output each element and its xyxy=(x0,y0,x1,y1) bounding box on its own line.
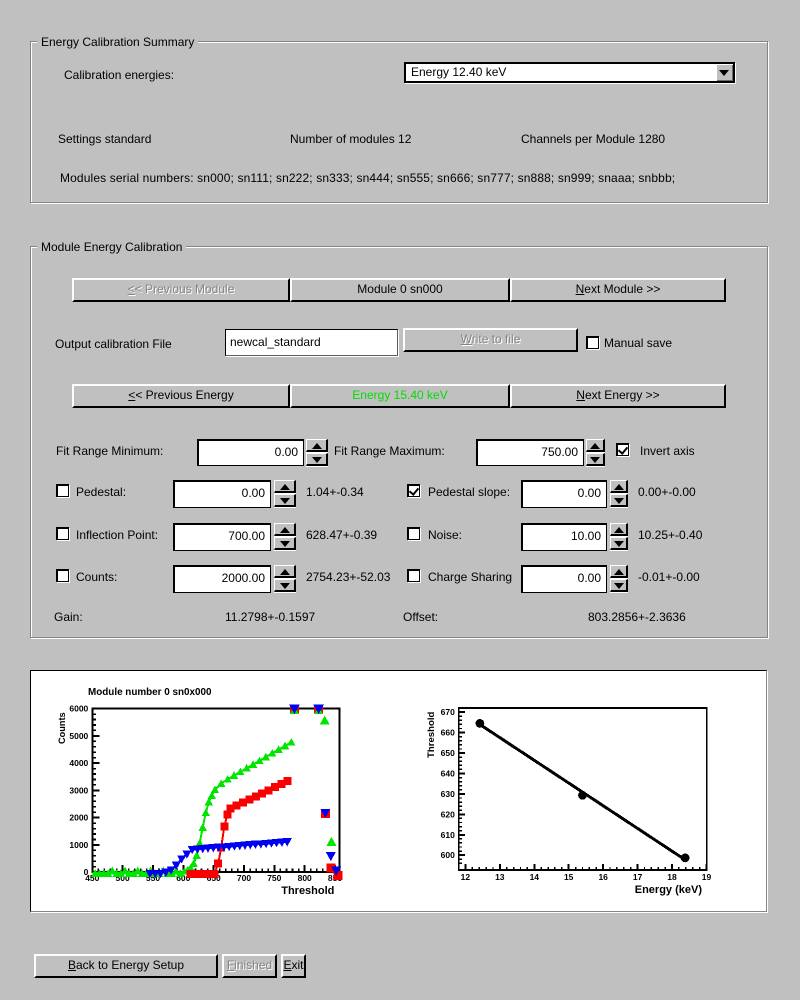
svg-text:5000: 5000 xyxy=(69,731,88,741)
svg-text:4000: 4000 xyxy=(69,758,88,768)
svg-text:15: 15 xyxy=(564,872,574,882)
svg-text:Threshold: Threshold xyxy=(426,711,437,758)
svg-text:16: 16 xyxy=(598,872,608,882)
svg-text:660: 660 xyxy=(441,728,455,738)
svg-text:6000: 6000 xyxy=(69,704,88,714)
svg-text:750: 750 xyxy=(267,873,281,883)
svg-text:18: 18 xyxy=(667,872,677,882)
svg-text:700: 700 xyxy=(237,873,251,883)
svg-text:12: 12 xyxy=(461,872,471,882)
svg-text:1000: 1000 xyxy=(69,840,88,850)
svg-text:13: 13 xyxy=(495,872,505,882)
svg-text:19: 19 xyxy=(702,872,712,882)
svg-text:550: 550 xyxy=(146,873,160,883)
svg-text:Threshold: Threshold xyxy=(281,885,334,897)
svg-text:610: 610 xyxy=(441,830,455,840)
svg-text:600: 600 xyxy=(176,873,190,883)
svg-text:630: 630 xyxy=(441,789,455,799)
svg-text:650: 650 xyxy=(441,748,455,758)
svg-text:0: 0 xyxy=(84,867,89,877)
svg-text:Counts: Counts xyxy=(57,712,67,744)
svg-text:670: 670 xyxy=(441,707,455,717)
svg-text:3000: 3000 xyxy=(69,785,88,795)
svg-text:800: 800 xyxy=(298,873,312,883)
svg-text:500: 500 xyxy=(116,873,130,883)
svg-text:Energy (keV): Energy (keV) xyxy=(635,884,703,896)
svg-text:Module number 0 sn0x000: Module number 0 sn0x000 xyxy=(88,687,212,698)
svg-text:2000: 2000 xyxy=(69,813,88,823)
svg-text:650: 650 xyxy=(207,873,221,883)
svg-text:640: 640 xyxy=(441,769,455,779)
svg-text:14: 14 xyxy=(530,872,540,882)
svg-text:600: 600 xyxy=(441,850,455,860)
svg-text:450: 450 xyxy=(85,873,99,883)
svg-text:17: 17 xyxy=(633,872,643,882)
svg-text:620: 620 xyxy=(441,809,455,819)
